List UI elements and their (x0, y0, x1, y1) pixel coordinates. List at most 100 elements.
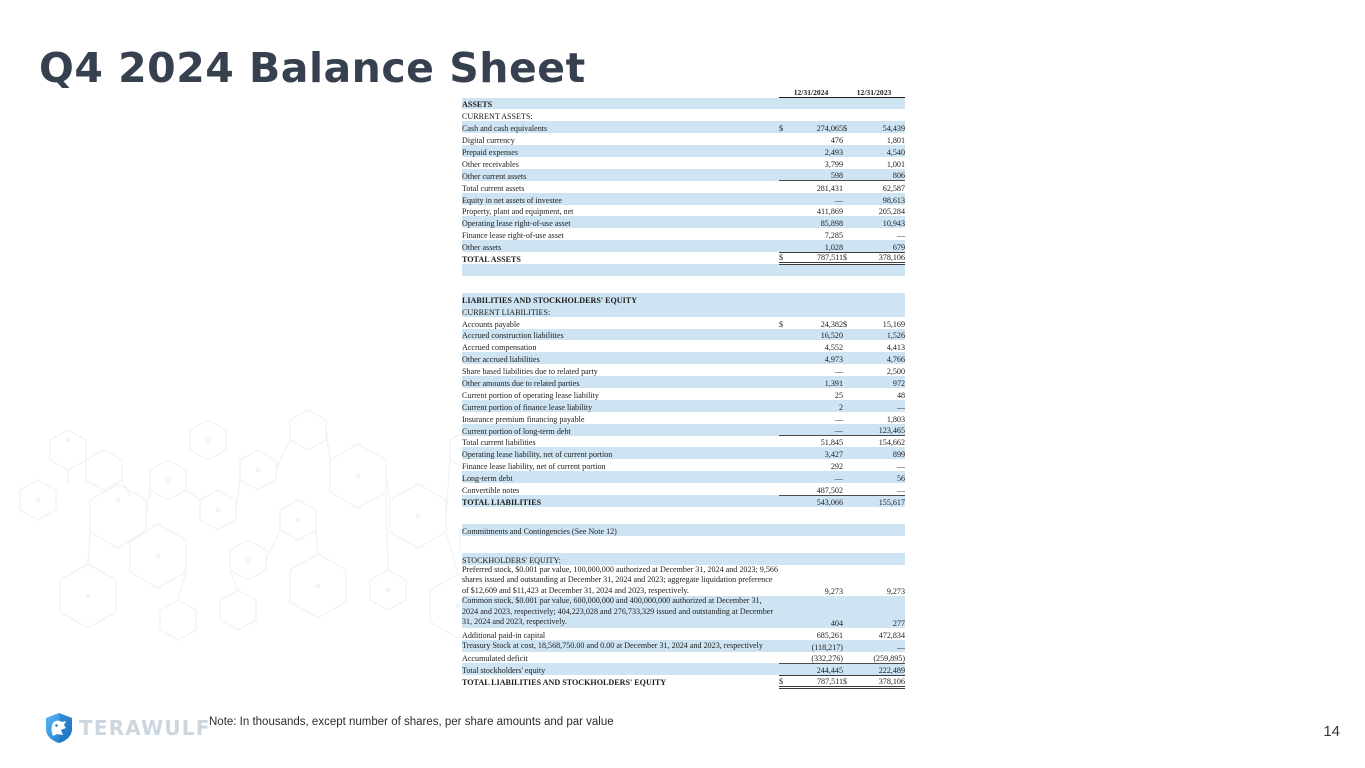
row-label: Commitments and Contingencies (See Note … (462, 523, 779, 536)
value-2024 (790, 109, 844, 122)
currency-symbol (779, 133, 790, 146)
value-2024: 24,382 (790, 316, 844, 329)
table-row: Convertible notes 487,502 — (462, 483, 906, 495)
value-2024: — (790, 192, 844, 205)
row-label: Finance lease right-of-use asset (462, 228, 779, 241)
table-row: Total current assets 281,431 62,587 (462, 180, 906, 193)
table-row: Preferred stock, $0.001 par value, 100,0… (462, 564, 906, 597)
currency-symbol (843, 506, 855, 524)
value-2023 (854, 523, 906, 536)
value-2023: — (854, 459, 906, 472)
value-2023: — (854, 228, 906, 241)
value-2024: 411,869 (790, 204, 844, 217)
value-2024: 9,273 (790, 564, 844, 597)
wolf-shield-icon (46, 713, 72, 743)
value-2023: 154,662 (854, 435, 906, 448)
row-label: Total current assets (462, 180, 779, 193)
currency-symbol (779, 596, 790, 628)
currency-symbol (843, 651, 855, 664)
table-row: TOTAL ASSETS $787,511 $378,106 (462, 251, 906, 266)
table-row: Digital currency 476 1,801 (462, 133, 906, 146)
currency-symbol (779, 263, 790, 276)
currency-symbol (779, 328, 790, 341)
currency-symbol (779, 523, 790, 536)
row-label: Other accrued liabilities (462, 352, 779, 365)
currency-symbol (843, 352, 855, 365)
table-row (462, 506, 906, 524)
value-2023 (854, 275, 906, 293)
currency-symbol (779, 228, 790, 241)
currency-symbol (843, 523, 855, 536)
table-row: LIABILITIES AND STOCKHOLDERS' EQUITY (462, 292, 906, 305)
row-label: CURRENT ASSETS: (462, 109, 779, 122)
value-2024: 543,066 (790, 494, 844, 507)
table-row: TOTAL LIABILITIES AND STOCKHOLDERS' EQUI… (462, 674, 906, 689)
currency-symbol (779, 352, 790, 365)
brand-name: TERAWULF (79, 716, 211, 740)
value-2024 (790, 523, 844, 536)
currency-symbol (779, 506, 790, 524)
currency-symbol (843, 168, 855, 181)
currency-symbol (843, 459, 855, 472)
row-label: Other receivables (462, 156, 779, 169)
table-row: Current portion of long-term debt — 123,46… (462, 423, 906, 436)
table-row: Cash and cash equivalents $274,065 $54,439 (462, 121, 906, 134)
value-2023: 222,489 (854, 662, 906, 676)
row-label: LIABILITIES AND STOCKHOLDERS' EQUITY (462, 292, 779, 305)
currency-symbol: $ (843, 674, 855, 689)
currency-symbol: $ (779, 251, 790, 266)
table-row: Current portion of operating lease liabi… (462, 387, 906, 400)
currency-symbol (779, 376, 790, 388)
row-label: Share based liabilities due to related p… (462, 364, 779, 377)
row-label (462, 535, 779, 553)
value-2023: 10,943 (854, 216, 906, 229)
currency-symbol (779, 662, 790, 676)
table-row: Other accrued liabilities 4,973 4,766 (462, 352, 906, 365)
value-2024 (790, 506, 844, 524)
value-2023: 155,617 (854, 494, 906, 507)
row-label: Property, plant and equipment, net (462, 204, 779, 217)
table-row: Finance lease right-of-use asset 7,285 — (462, 228, 906, 241)
currency-symbol (779, 364, 790, 377)
currency-symbol (843, 639, 855, 652)
table-row: Accrued construction liabilities 16,520 1,… (462, 328, 906, 341)
value-2023: — (854, 399, 906, 412)
currency-symbol (843, 292, 855, 305)
currency-symbol (843, 552, 855, 565)
currency-symbol (779, 423, 790, 436)
value-2024: — (790, 411, 844, 424)
value-2023: 56 (854, 471, 906, 484)
value-2024: 7,285 (790, 228, 844, 241)
value-2023: 378,106 (854, 251, 906, 266)
currency-symbol (779, 275, 790, 293)
currency-symbol (843, 328, 855, 341)
value-2023: 1,803 (854, 411, 906, 424)
currency-symbol (843, 662, 855, 676)
currency-symbol (843, 483, 855, 495)
table-row: Additional paid-in capital 685,261 472,834 (462, 627, 906, 640)
column-header-date: 12/31/2023 (843, 88, 906, 98)
value-2024: 16,520 (790, 328, 844, 341)
value-2023 (854, 97, 906, 110)
currency-symbol (779, 399, 790, 412)
currency-symbol (779, 145, 790, 157)
currency-symbol (843, 275, 855, 293)
value-2024: 787,511 (790, 674, 844, 689)
value-2023: 48 (854, 387, 906, 400)
value-2024: — (790, 471, 844, 484)
currency-symbol (843, 216, 855, 229)
value-2024: 292 (790, 459, 844, 472)
value-2023 (854, 263, 906, 276)
table-row: ASSETS (462, 97, 906, 110)
currency-symbol (779, 109, 790, 122)
row-label: Current portion of operating lease liabi… (462, 387, 779, 400)
row-label: Other current assets (462, 168, 779, 181)
row-label: Current portion of long-term debt (462, 423, 779, 436)
value-2023: 472,834 (854, 627, 906, 640)
row-label: Long-term debt (462, 471, 779, 484)
value-2023: 205,284 (854, 204, 906, 217)
value-2023 (854, 304, 906, 317)
table-row: Property, plant and equipment, net 411,86… (462, 204, 906, 217)
value-2024: 25 (790, 387, 844, 400)
value-2023: 679 (854, 240, 906, 253)
